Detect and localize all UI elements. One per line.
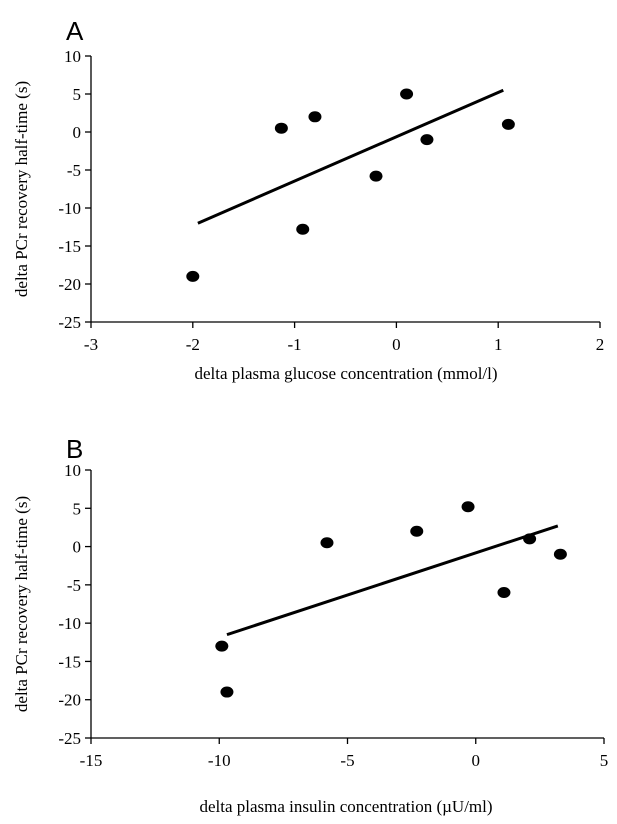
panel-b: B 10 5 0 -5 -10 -15 -20 -25 -15 -10 -5 0 5 delta pla… [12, 434, 608, 816]
x-axis-title: delta plasma insulin concentration (µU/m… [199, 797, 492, 816]
data-point [186, 270, 200, 282]
data-point [296, 223, 310, 235]
x-tick-label: 2 [596, 335, 605, 354]
y-axis-title: delta PCr recovery half-time (s) [12, 81, 31, 297]
x-tick-label: 1 [494, 335, 503, 354]
x-tick-label: -5 [340, 751, 354, 770]
y-tick-label: -5 [67, 576, 81, 595]
y-tick-label: 10 [64, 461, 81, 480]
data-point [274, 122, 288, 134]
data-point [497, 587, 511, 599]
y-tick-label: -10 [58, 199, 81, 218]
data-point [553, 548, 567, 560]
x-tick-label: 5 [600, 751, 609, 770]
y-tick-label: 10 [64, 47, 81, 66]
y-tick-label: 0 [73, 123, 82, 142]
mark-group [186, 88, 515, 282]
data-point [308, 111, 322, 123]
data-point [369, 170, 383, 182]
y-tick-label: -25 [58, 729, 81, 748]
data-point [523, 533, 537, 545]
y-tick-label: -15 [58, 652, 81, 671]
x-tick-label: -10 [208, 751, 231, 770]
y-tick-label: -25 [58, 313, 81, 332]
mark-group [215, 501, 567, 698]
y-tick-label: 5 [73, 499, 82, 518]
x-axis-title: delta plasma glucose concentration (mmol… [194, 364, 497, 383]
y-tick-label: 0 [73, 538, 82, 557]
x-tick-label: -1 [288, 335, 302, 354]
x-tick-label: 0 [472, 751, 481, 770]
y-axis-title: delta PCr recovery half-time (s) [12, 496, 31, 712]
y-tick-label: -20 [58, 275, 81, 294]
x-tick-label: 0 [392, 335, 401, 354]
panel-label: A [66, 16, 84, 46]
data-point [501, 118, 515, 130]
y-tick-label: -20 [58, 691, 81, 710]
y-tick-label: -15 [58, 237, 81, 256]
y-tick-label: 5 [73, 85, 82, 104]
panel-label: B [66, 434, 83, 464]
data-point [320, 537, 334, 549]
data-point [400, 88, 414, 100]
y-tick-label: -5 [67, 161, 81, 180]
tick-group: 10 5 0 -5 -10 -15 -20 -25 -15 -10 -5 0 5 [58, 461, 608, 770]
trend-line [197, 88, 504, 225]
x-tick-label: -3 [84, 335, 98, 354]
x-tick-label: -15 [80, 751, 103, 770]
data-point [410, 525, 424, 537]
data-point [215, 640, 229, 652]
data-point [420, 134, 434, 146]
data-point [220, 686, 234, 698]
x-tick-label: -2 [186, 335, 200, 354]
data-point [461, 501, 475, 513]
trend-line [226, 524, 559, 637]
y-tick-label: -10 [58, 614, 81, 633]
